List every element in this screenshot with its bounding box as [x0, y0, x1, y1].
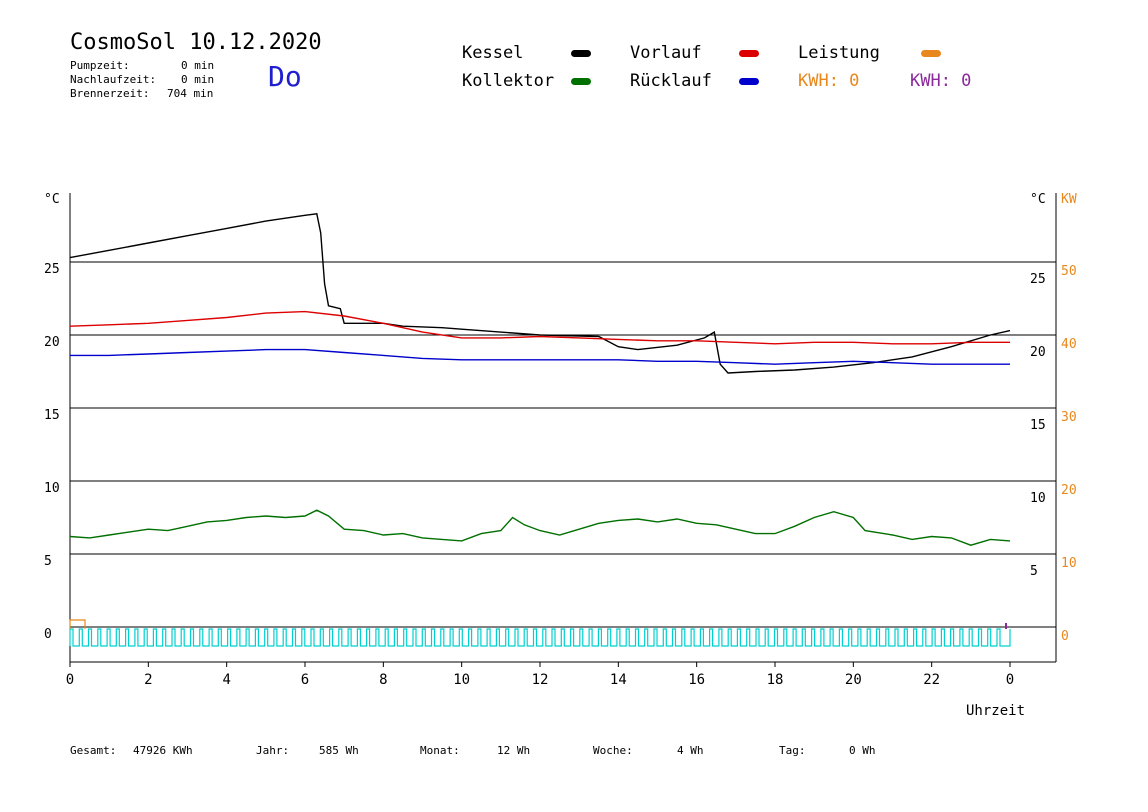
footer-monat-label: Monat: — [420, 744, 460, 757]
x-tick-label: 14 — [610, 672, 627, 688]
nachlauf-value: 0 min — [181, 73, 215, 86]
y-tick-label-left: 0 — [44, 627, 52, 642]
x-tick-label: 0 — [66, 672, 74, 688]
weekday: Do — [268, 60, 302, 93]
x-tick-label: 18 — [767, 672, 784, 688]
y-tick-label-left: 10 — [44, 481, 60, 496]
legend-kollektor: Kollektor — [462, 71, 555, 91]
y-axis-unit-left: °C — [44, 192, 60, 207]
series-line-kessel — [69, 213, 1011, 374]
footer-woche-value: 4 Wh — [677, 744, 704, 757]
y-tick-label-left: 20 — [44, 335, 60, 350]
y-tick-label-right: 25 — [1030, 272, 1046, 287]
legend-vorlauf: Vorlauf — [630, 43, 702, 63]
legend-kessel: Kessel — [462, 43, 524, 63]
legend-kwh-orange: KWH: 0 — [798, 71, 860, 91]
x-axis-label: Uhrzeit — [966, 703, 1025, 719]
series-line-kollektor — [69, 509, 1011, 546]
y-axis-unit-right: °C — [1030, 192, 1046, 207]
x-tick-label: 2 — [144, 672, 152, 688]
pump-value: 0 min — [181, 59, 215, 72]
series-line-rcklauf — [70, 348, 1010, 365]
leistung-trace — [69, 619, 86, 629]
footer-tag-value: 0 Wh — [849, 744, 876, 757]
legend-vorlauf-swatch — [739, 50, 759, 57]
legend-kwh-purple: KWH: 0 — [910, 71, 972, 91]
y-tick-label-kw: 0 — [1061, 629, 1069, 644]
footer-jahr-value: 585 Wh — [319, 744, 359, 757]
x-tick-label: 12 — [532, 672, 549, 688]
y-tick-label-kw: 40 — [1061, 337, 1077, 352]
y-tick-label-kw: 50 — [1061, 264, 1077, 279]
brenner-label: Brennerzeit: — [70, 87, 150, 100]
pump-status-trace — [69, 628, 1011, 647]
y-axis-unit-kw: KW — [1061, 192, 1077, 207]
footer-tag-label: Tag: — [779, 744, 806, 757]
y-tick-label-right: 20 — [1030, 345, 1046, 360]
y-tick-label-kw: 20 — [1061, 483, 1077, 498]
y-tick-label-kw: 30 — [1061, 410, 1077, 425]
y-tick-label-left: 5 — [44, 554, 52, 569]
x-tick-label: 8 — [379, 672, 387, 688]
y-tick-label-right: 15 — [1030, 418, 1046, 433]
legend-leistung-swatch — [921, 50, 941, 57]
x-tick-label: 20 — [845, 672, 862, 688]
x-tick-label: 22 — [923, 672, 940, 688]
footer-woche-label: Woche: — [593, 744, 633, 757]
footer-gesamt-label: Gesamt: — [70, 744, 117, 757]
y-tick-label-kw: 10 — [1061, 556, 1077, 571]
footer-jahr-label: Jahr: — [256, 744, 290, 757]
x-tick-label: 6 — [301, 672, 309, 688]
y-tick-label-left: 15 — [44, 408, 60, 423]
series-line-vorlauf — [69, 310, 1010, 345]
legend-kollektor-swatch — [571, 78, 591, 85]
x-tick-label: 4 — [222, 672, 230, 688]
y-tick-label-right: 10 — [1030, 491, 1046, 506]
y-tick-label-right: 5 — [1030, 564, 1038, 579]
legend-kessel-swatch — [571, 50, 591, 57]
legend-ruecklauf-swatch — [739, 78, 759, 85]
page-title: CosmoSol 10.12.2020 — [70, 30, 322, 55]
pump-label: Pumpzeit: — [70, 59, 130, 72]
legend-ruecklauf: Rücklauf — [630, 71, 712, 91]
y-tick-label-left: 25 — [44, 262, 60, 277]
x-tick-label: 0 — [1006, 672, 1014, 688]
x-tick-label: 16 — [688, 672, 705, 688]
brenner-value: 704 min — [167, 87, 214, 100]
footer-monat-value: 12 Wh — [497, 744, 531, 757]
footer-gesamt-value: 47926 KWh — [133, 744, 193, 757]
x-tick-label: 10 — [453, 672, 470, 688]
nachlauf-label: Nachlaufzeit: — [70, 73, 157, 86]
legend-leistung: Leistung — [798, 43, 880, 63]
